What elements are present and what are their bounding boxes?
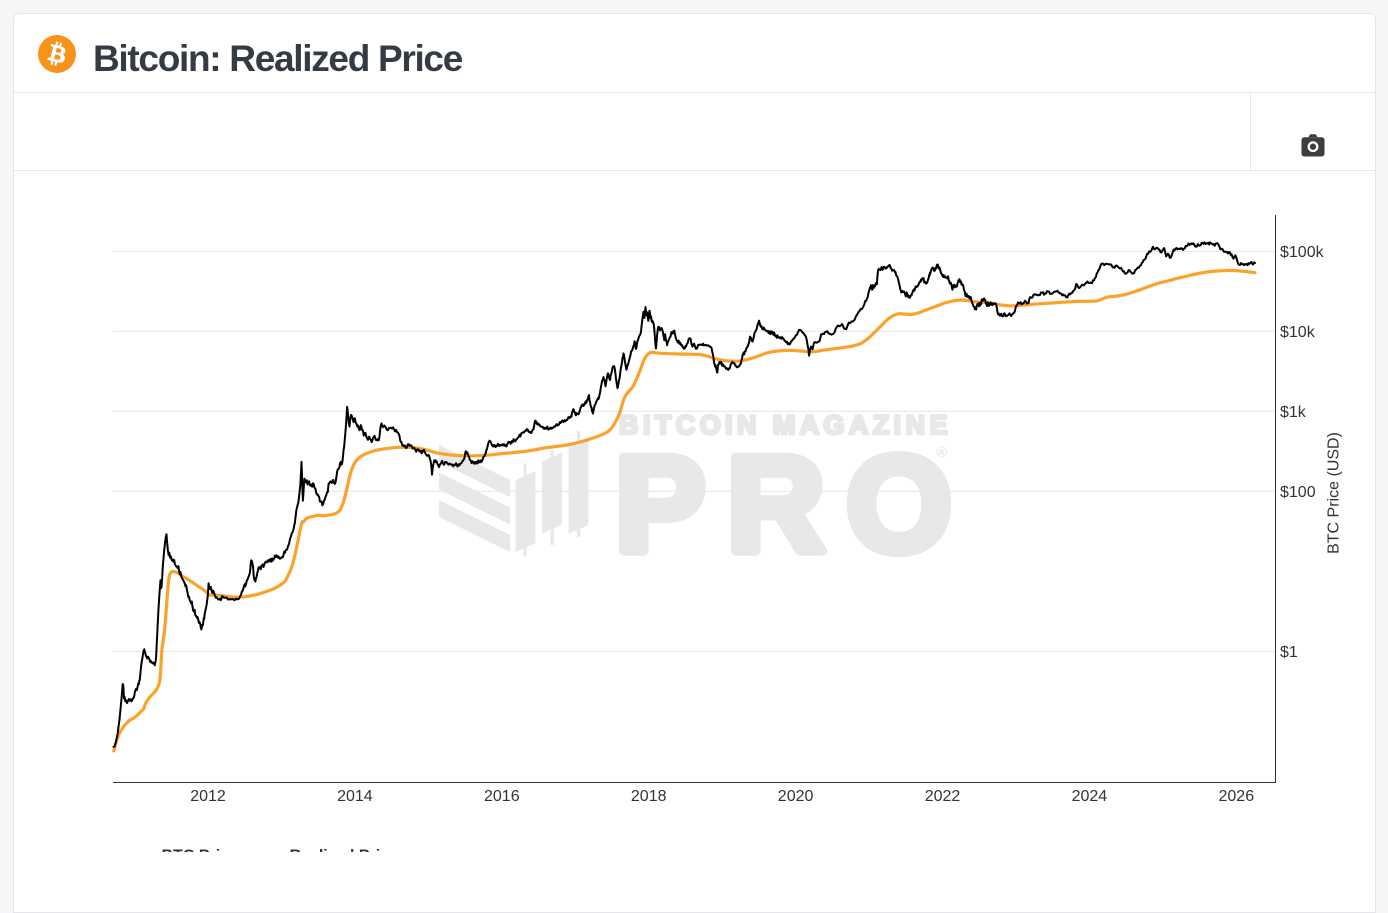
svg-text:$1k: $1k <box>1280 404 1307 421</box>
svg-text:2014: 2014 <box>337 788 373 805</box>
svg-text:2022: 2022 <box>925 788 961 805</box>
svg-text:$10k: $10k <box>1280 324 1316 341</box>
svg-text:2020: 2020 <box>778 788 814 805</box>
svg-text:PRO: PRO <box>615 428 973 580</box>
svg-text:$1: $1 <box>1280 644 1298 661</box>
svg-text:BTC Price: BTC Price <box>162 848 239 852</box>
svg-text:$100k: $100k <box>1280 244 1325 261</box>
svg-text:$100: $100 <box>1280 484 1316 501</box>
svg-text:2018: 2018 <box>631 788 667 805</box>
svg-text:2012: 2012 <box>190 788 226 805</box>
svg-text:Realized Price: Realized Price <box>290 848 399 852</box>
svg-text:2024: 2024 <box>1072 788 1108 805</box>
svg-text:2016: 2016 <box>484 788 520 805</box>
svg-text:BTC Price (USD): BTC Price (USD) <box>1326 432 1343 554</box>
svg-text:BITCOIN MAGAZINE: BITCOIN MAGAZINE <box>619 410 952 440</box>
svg-text:®: ® <box>936 444 947 461</box>
svg-text:2026: 2026 <box>1219 788 1255 805</box>
